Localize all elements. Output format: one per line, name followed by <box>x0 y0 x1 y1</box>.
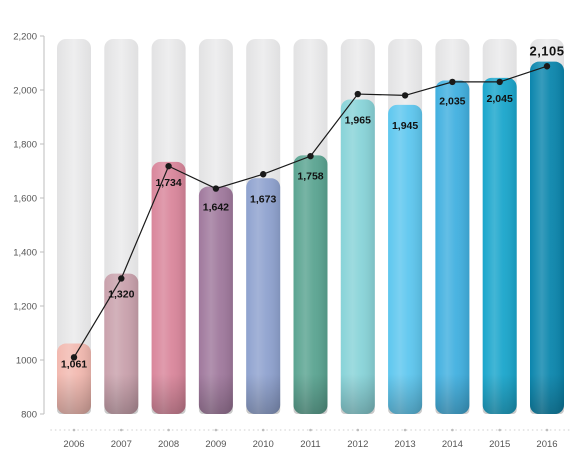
y-tick-label: 800 <box>21 410 37 421</box>
data-label: 1,061 <box>61 359 87 371</box>
bar-base-shade <box>435 374 470 414</box>
bar-shine <box>435 80 470 415</box>
axes: 800 1000 1,200 1,400 1,600 1,800 2,000 2,200 200… <box>13 32 571 450</box>
x-tick-label: 2016 <box>536 439 557 450</box>
data-label: 2,035 <box>439 96 465 108</box>
x-tick-mark <box>403 428 407 432</box>
bar-base-shade <box>104 374 139 414</box>
x-tick-mark <box>309 428 312 432</box>
trend-point <box>401 92 409 99</box>
data-label: 1,734 <box>155 177 181 189</box>
x-tick-label: 2006 <box>63 439 84 450</box>
trend-point <box>165 162 172 170</box>
y-tick-label: 2,000 <box>13 86 37 97</box>
bars <box>57 61 564 415</box>
trend-point <box>70 354 78 361</box>
y-tick-label: 1,600 <box>13 194 37 205</box>
x-tick-mark <box>214 428 218 432</box>
x-tick-mark <box>545 428 549 432</box>
bar-shine <box>293 155 328 414</box>
trend-line-group <box>70 63 551 361</box>
data-label: 1,642 <box>203 202 229 214</box>
x-tick-mark <box>120 428 123 432</box>
x-tick-mark <box>498 428 502 432</box>
data-label: 1,758 <box>297 170 323 182</box>
trend-point <box>449 78 456 86</box>
x-tick-label: 2008 <box>158 439 179 450</box>
x-tick-label: 2013 <box>395 439 416 450</box>
bar-base-shade <box>198 374 233 414</box>
bar-base-shade <box>388 374 423 414</box>
y-tick-label: 1,800 <box>13 140 37 151</box>
bar-shine <box>482 77 517 414</box>
x-tick-mark <box>356 428 360 432</box>
bar-base-shade <box>293 374 328 414</box>
y-tick-label: 1,200 <box>13 302 37 313</box>
data-label: 1,320 <box>108 289 134 301</box>
trend-point <box>354 90 361 98</box>
x-tick-label: 2014 <box>442 439 463 450</box>
bar-base-shade <box>246 374 281 414</box>
bar-shine <box>530 61 564 415</box>
bar-shine <box>340 99 375 414</box>
x-tick-mark <box>167 428 170 432</box>
trend-point <box>496 78 503 86</box>
bar-base-shade <box>57 374 91 414</box>
bar-shine <box>198 186 233 414</box>
bar-shine <box>246 178 281 414</box>
data-label: 1,945 <box>392 120 418 132</box>
y-tick-label: 1000 <box>16 356 37 367</box>
trend-point <box>543 63 551 70</box>
data-label: 2,045 <box>487 93 513 105</box>
y-tick-label: 2,200 <box>13 32 37 43</box>
x-tick-label: 2007 <box>111 439 132 450</box>
x-tick-label: 2009 <box>205 439 226 450</box>
bar-track <box>57 39 91 414</box>
bar-base-shade <box>340 374 375 414</box>
bar-base-shade <box>151 374 186 414</box>
bar-base-shade <box>530 374 564 414</box>
bar-shine <box>151 161 186 414</box>
trend-point <box>212 185 220 192</box>
y-tick-label: 1,400 <box>13 248 37 259</box>
data-label: 1,965 <box>345 114 371 126</box>
x-tick-mark <box>72 428 76 432</box>
x-tick-mark <box>451 428 454 432</box>
bar-base-shade <box>482 374 517 414</box>
trend-point <box>118 275 125 282</box>
bar-shine <box>388 104 423 414</box>
x-tick-label: 2010 <box>253 439 274 450</box>
x-tick-label: 2012 <box>347 439 368 450</box>
data-labels: 1,061 1,320 1,734 1,642 1,673 1,758 1,965 1,945… <box>61 44 564 371</box>
data-label: 2,105 <box>529 44 564 59</box>
trend-point <box>260 171 267 178</box>
data-label: 1,673 <box>250 193 276 205</box>
x-tick-label: 2011 <box>300 439 320 450</box>
x-tick-mark <box>261 428 265 432</box>
x-tick-label: 2015 <box>489 439 510 450</box>
trend-point <box>307 152 314 160</box>
